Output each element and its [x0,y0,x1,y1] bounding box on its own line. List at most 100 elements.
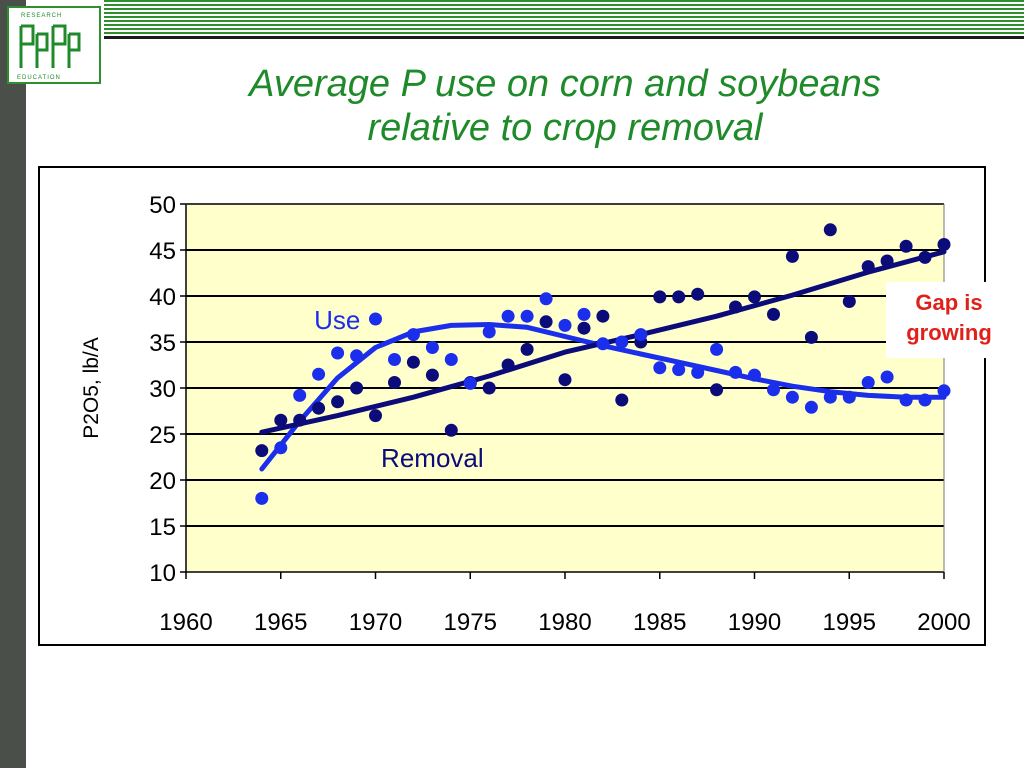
use-data-point [615,335,629,349]
use-data-point [804,400,818,414]
removal-data-point [293,413,307,427]
use-data-point [729,365,742,379]
removal-data-point [880,254,894,268]
removal-data-point [444,423,458,437]
use-data-point [406,328,420,342]
title-line-2: relative to crop removal [367,107,763,149]
y-tick-label: 45 [149,238,176,265]
removal-data-point [312,401,326,415]
use-data-point [482,325,496,339]
removal-data-point [596,309,610,323]
use-data-point [937,384,951,398]
use-data-point [425,341,439,354]
use-data-point [463,376,477,390]
removal-data-point [710,383,724,397]
use-data-point [350,349,364,363]
use-data-point [596,337,610,351]
removal-data-point [615,393,629,407]
use-data-point [710,342,724,356]
use-data-point [388,353,401,366]
use-data-point [255,491,269,505]
use-data-point [539,292,553,306]
removal-data-point [748,290,761,304]
use-data-point [748,368,761,382]
left-sidebar-bar [0,0,26,768]
removal-data-point [918,250,932,264]
removal-data-point [653,290,667,304]
title-line-1: Average P use on corn and soybeans [249,63,881,105]
use-data-point [577,307,591,321]
removal-data-point [274,413,288,427]
removal-data-point [729,300,742,314]
removal-data-point [785,249,799,263]
use-data-point [861,376,875,389]
logo-top-text: RESEARCH [21,13,62,19]
logo-bottom-text: EDUCATION [17,75,61,81]
y-axis-label: P2O5, lb/A [80,337,103,439]
y-tick-label: 20 [149,468,176,495]
use-data-point [293,388,307,402]
x-tick-label: 1990 [728,609,781,636]
y-tick-label: 40 [149,284,176,311]
slide-title: Average P use on corn and soybeans relat… [130,62,1000,150]
gap-annotation: Gap is growing [886,282,1012,358]
removal-data-point [842,295,856,308]
use-data-point [785,390,799,404]
header-stripes [104,0,1024,39]
use-data-point [672,363,686,377]
removal-data-point [406,355,420,369]
use-data-point [842,390,856,404]
removal-data-point [425,368,439,382]
removal-data-point [520,342,534,356]
removal-data-point [482,381,496,395]
use-data-point [558,318,572,332]
removal-data-point [672,290,686,304]
chart-frame: 10 15 20 25 30 35 40 45 50 1960 1965 1970 1975 1980 19… [38,166,986,646]
use-data-point [444,353,458,366]
y-tick-label: 10 [149,560,176,587]
removal-data-point [577,321,591,335]
use-data-point [899,393,913,407]
removal-data-point [823,223,837,237]
y-tick-label: 50 [149,192,176,219]
use-data-point [634,328,648,342]
x-tick-label: 1985 [633,609,686,636]
use-data-point [880,370,894,384]
use-data-point [823,390,837,404]
use-data-point [331,346,345,360]
x-tick-label: 1980 [538,609,591,636]
use-data-point [369,312,382,326]
use-data-point [274,441,288,455]
use-data-point [918,393,932,407]
removal-data-point [861,260,875,274]
x-tick-label: 1965 [254,609,307,636]
removal-data-point [558,373,572,387]
removal-data-point [539,315,553,329]
removal-data-point [937,238,951,251]
removal-data-point [388,376,401,389]
use-data-point [691,365,705,379]
removal-data-point [350,381,364,395]
y-tick-label: 35 [149,330,176,357]
removal-data-point [255,444,269,458]
removal-series-label: Removal [381,443,484,473]
y-tick-label: 30 [149,376,176,403]
x-tick-label: 1975 [444,609,497,636]
use-data-point [767,383,780,397]
x-tick-label: 1995 [823,609,876,636]
y-tick-label: 25 [149,422,176,449]
use-data-point [653,361,667,375]
removal-data-point [331,395,345,409]
x-tick-label: 1960 [159,609,212,636]
use-data-point [501,309,515,323]
removal-data-point [369,409,382,423]
removal-data-point [804,330,818,344]
removal-data-point [501,358,515,372]
ppi-ppic-logo: RESEARCH EDUCATION [7,6,101,84]
removal-data-point [899,239,913,253]
y-tick-label: 15 [149,514,176,541]
use-data-point [312,367,326,381]
x-tick-label: 2000 [917,609,970,636]
use-data-point [520,309,534,323]
x-tick-label: 1970 [349,609,402,636]
